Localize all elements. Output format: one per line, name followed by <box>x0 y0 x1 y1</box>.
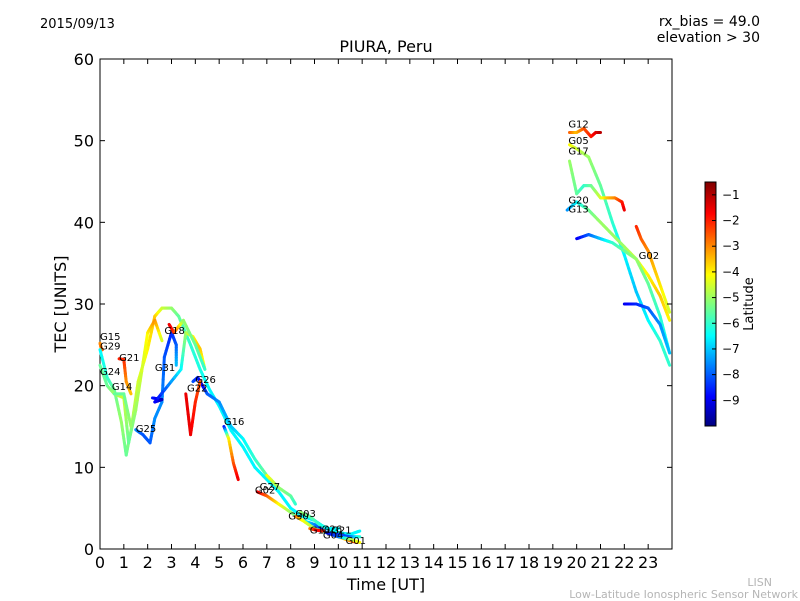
series-label: G22 <box>187 383 207 394</box>
x-tick-label: 21 <box>590 553 610 572</box>
x-tick-label: 11 <box>352 553 372 572</box>
x-tick-label: 1 <box>119 553 129 572</box>
series-label: G25 <box>136 424 156 435</box>
y-tick-label: 50 <box>74 132 94 151</box>
series-segment <box>669 310 670 313</box>
colorbar-tick-label: −3 <box>722 239 740 253</box>
series-label: G12 <box>568 120 588 131</box>
x-tick-label: 14 <box>423 553 443 572</box>
series-segment <box>295 503 296 504</box>
series-segment <box>238 478 239 480</box>
x-tick-label: 8 <box>286 553 296 572</box>
x-tick-label: 17 <box>495 553 515 572</box>
x-axis-label: Time [UT] <box>346 575 425 594</box>
series-label: G01 <box>345 536 365 547</box>
series-label: G30 <box>288 512 308 523</box>
colorbar-tick-label: −9 <box>722 393 740 407</box>
x-tick-label: 16 <box>471 553 491 572</box>
series-label: G16 <box>224 417 244 428</box>
colorbar-tick-label: −4 <box>722 265 740 279</box>
series-label: G04 <box>323 530 343 541</box>
y-tick-label: 40 <box>74 213 94 232</box>
series-label: G02 <box>639 251 659 262</box>
x-tick-label: 15 <box>447 553 467 572</box>
series-label: G14 <box>112 382 132 393</box>
series-label: G21 <box>119 353 139 364</box>
x-tick-label: 3 <box>166 553 176 572</box>
colorbar-tick-label: −6 <box>722 316 740 330</box>
colorbar-tick-label: −8 <box>722 368 740 382</box>
colorbar-label: Latitude <box>742 277 757 331</box>
y-tick-label: 0 <box>84 540 94 559</box>
colorbar-tick-label: −7 <box>722 342 740 356</box>
series-segment <box>668 317 669 320</box>
x-tick-label: 2 <box>143 553 153 572</box>
y-axis-label: TEC [UNITS] <box>51 256 70 354</box>
y-tick-label: 10 <box>74 458 94 477</box>
x-tick-label: 13 <box>400 553 420 572</box>
colorbar-tick-label: −2 <box>722 214 740 228</box>
x-tick-label: 5 <box>214 553 224 572</box>
footer-org-full: Low-Latitude Ionospheric Sensor Network <box>569 588 798 601</box>
y-tick-label: 20 <box>74 377 94 396</box>
x-tick-label: 7 <box>262 553 272 572</box>
x-tick-label: 22 <box>614 553 634 572</box>
series-segment <box>668 349 669 353</box>
colorbar-tick-label: −1 <box>722 188 740 202</box>
x-tick-label: 18 <box>519 553 539 572</box>
x-tick-label: 20 <box>566 553 586 572</box>
x-tick-label: 12 <box>376 553 396 572</box>
x-tick-label: 10 <box>328 553 348 572</box>
series-label: G24 <box>100 367 120 378</box>
colorbar-tick-label: −5 <box>722 291 740 305</box>
series-segment <box>668 362 669 365</box>
series-label: G31 <box>155 363 175 374</box>
colorbar <box>705 182 716 426</box>
x-tick-label: 4 <box>190 553 200 572</box>
x-tick-label: 6 <box>238 553 248 572</box>
y-tick-label: 60 <box>74 50 94 69</box>
series-label: G29 <box>100 342 120 353</box>
series-label: G13 <box>568 205 588 216</box>
x-tick-label: 0 <box>95 553 105 572</box>
y-tick-label: 30 <box>74 295 94 314</box>
series-label: G17 <box>568 147 588 158</box>
x-tick-label: 19 <box>543 553 563 572</box>
x-tick-label: 23 <box>638 553 658 572</box>
series-segment <box>130 422 131 426</box>
series-segment <box>161 338 162 341</box>
series-label: G02 <box>255 485 275 496</box>
x-tick-label: 9 <box>309 553 319 572</box>
series-label: G05 <box>568 136 588 147</box>
series-segment <box>204 366 205 369</box>
series-label: G18 <box>164 326 184 337</box>
